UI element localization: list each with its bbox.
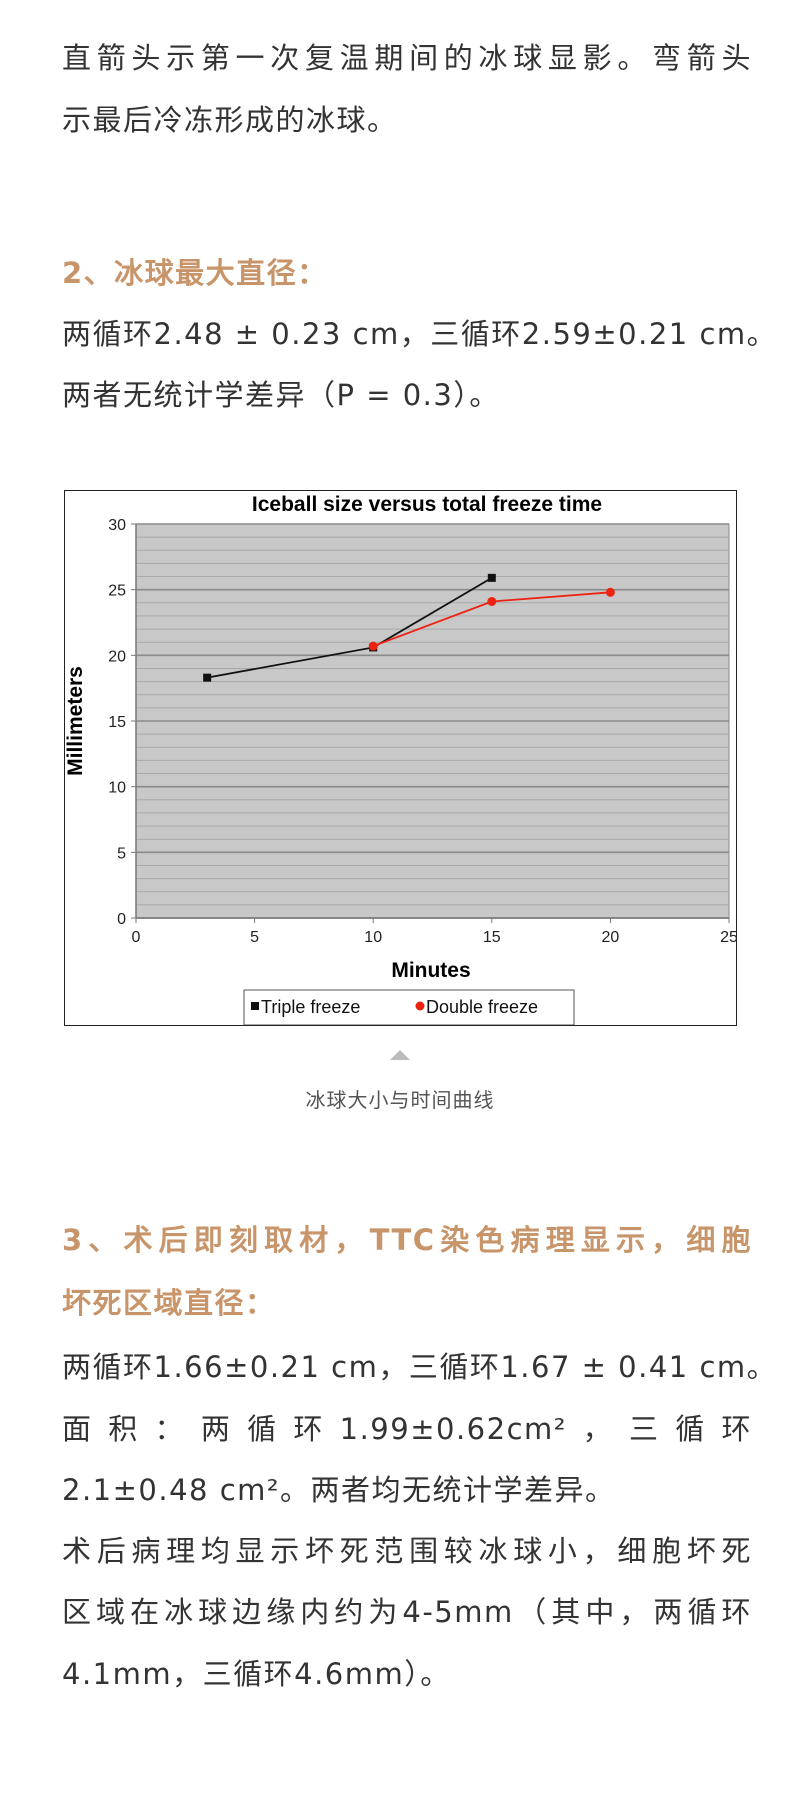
section3-heading: 3、术后即刻取材，TTC染色病理显示，细胞 [62, 1223, 752, 1257]
y-tick-label: 15 [108, 714, 126, 731]
section3-text: 面积：两循环1.99±0.62cm²，三循环 [62, 1412, 752, 1446]
y-tick-label: 10 [108, 780, 126, 797]
x-tick-label: 10 [364, 929, 382, 946]
x-tick-label: 0 [132, 929, 141, 946]
section3-heading: 坏死区域直径： [62, 1286, 276, 1320]
y-tick-label: 5 [117, 845, 126, 862]
triangle-up-icon [390, 1050, 410, 1060]
axes: 0 5 10 15 20 25 30 0 5 10 15 20 25 [108, 517, 736, 946]
section2-text: 两循环2.48 ± 0.23 cm，三循环2.59±0.21 cm。 [62, 317, 778, 351]
legend-label: Double freeze [426, 997, 538, 1017]
section2-text: 两者无统计学差异（P = 0.3）。 [62, 378, 500, 412]
x-tick-label: 25 [720, 929, 736, 946]
intro-line: 直箭头示第一次复温期间的冰球显影。弯箭头 [62, 41, 752, 75]
section3-text: 2.1±0.48 cm²。两者均无统计学差异。 [62, 1473, 616, 1507]
y-tick-label: 25 [108, 583, 126, 600]
chart-title: Iceball size versus total freeze time [252, 493, 602, 516]
y-tick-label: 0 [117, 911, 126, 928]
x-axis-label: Minutes [391, 959, 470, 982]
y-axis-label: Millimeters [65, 666, 87, 776]
data-point-diamond [487, 596, 497, 606]
x-tick-label: 20 [602, 929, 620, 946]
legend-label: Triple freeze [261, 997, 360, 1017]
section3-text: 两循环1.66±0.21 cm，三循环1.67 ± 0.41 cm。 [62, 1350, 778, 1384]
figure-caption: 冰球大小与时间曲线 [305, 1088, 495, 1112]
data-point-square [251, 1002, 259, 1010]
iceball-chart: 0 5 10 15 20 25 30 0 5 10 15 20 25 Iceball size vers… [64, 490, 737, 1026]
chart-svg: 0 5 10 15 20 25 30 0 5 10 15 20 25 Iceball size vers… [65, 493, 736, 1025]
section3-text: 区域在冰球边缘内约为4-5mm（其中，两循环 [62, 1595, 752, 1629]
legend-box [243, 989, 575, 1025]
series-layer [203, 573, 615, 682]
section2-heading: 2、冰球最大直径： [62, 256, 328, 290]
data-point-diamond [605, 587, 615, 597]
data-point-square [487, 573, 496, 582]
x-tick-label: 15 [483, 929, 501, 946]
section3-text: 术后病理均显示坏死范围较冰球小，细胞坏死 [62, 1534, 752, 1568]
data-point-diamond [368, 641, 378, 651]
y-tick-label: 20 [108, 648, 126, 665]
legend: Triple freeze Double freeze [243, 989, 575, 1025]
section3-text: 4.1mm，三循环4.6mm）。 [62, 1657, 451, 1691]
x-tick-label: 5 [250, 929, 259, 946]
y-tick-label: 30 [108, 517, 126, 534]
data-point-diamond [415, 1001, 425, 1011]
data-point-square [203, 673, 212, 682]
intro-line: 示最后冷冻形成的冰球。 [62, 103, 398, 137]
